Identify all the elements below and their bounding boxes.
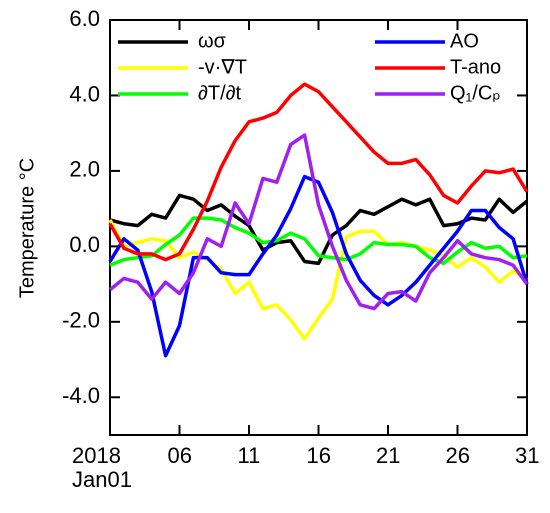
- y-tick-label: -2.0: [62, 308, 100, 333]
- y-axis-label: Temperature °C: [16, 158, 38, 298]
- y-tick-label: 4.0: [69, 81, 100, 106]
- x-tick-label: 16: [306, 443, 331, 468]
- series-line: [108, 219, 528, 341]
- legend-label: -v·∇T: [198, 56, 247, 78]
- series-line: [108, 82, 529, 262]
- legend-label: ∂T/∂t: [198, 82, 242, 104]
- x-tick-label: 06: [167, 443, 192, 468]
- legend-label: T-ano: [450, 56, 501, 78]
- series-line: [108, 174, 529, 358]
- series-line: [109, 193, 529, 266]
- x-tick-label: 26: [445, 443, 470, 468]
- x-tick-label: 21: [376, 443, 401, 468]
- x-tick-label: 11: [237, 443, 261, 468]
- x-tick-label: 2018 Jan01: [72, 443, 132, 492]
- y-tick-label: 0.0: [69, 232, 100, 257]
- y-tick-label: 2.0: [69, 157, 100, 182]
- x-tick-label: 31: [515, 443, 540, 468]
- y-tick-label: 6.0: [69, 6, 100, 31]
- legend-label: Q₁/Cₚ: [450, 82, 501, 104]
- series-line: [108, 133, 529, 311]
- legend-label: ωσ: [198, 30, 227, 52]
- y-tick-label: -4.0: [62, 383, 100, 408]
- series-line: [109, 216, 528, 267]
- legend-label: AO: [450, 30, 479, 52]
